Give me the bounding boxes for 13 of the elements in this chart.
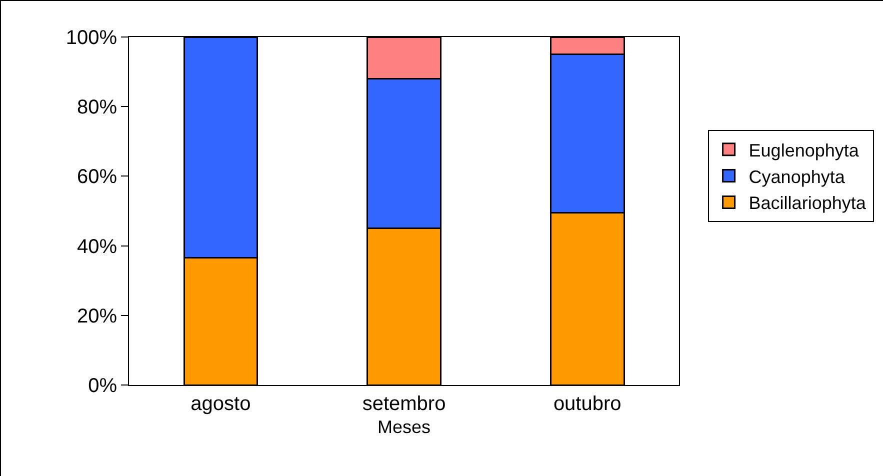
legend-label: Bacillariophyta — [748, 193, 867, 214]
y-tick-label: 40% — [76, 236, 118, 258]
y-tick-label: 0% — [88, 375, 118, 397]
x-axis-title: Meses — [378, 417, 431, 438]
legend-label: Cyanophyta — [748, 166, 846, 187]
x-tick-label: outubro — [553, 393, 622, 415]
x-tick-label: agosto — [190, 393, 251, 415]
legend-label: Euglenophyta — [748, 140, 860, 160]
y-tick-label: 20% — [76, 305, 118, 328]
x-tick-label: setembro — [362, 393, 446, 415]
y-tick-label: 80% — [76, 96, 118, 119]
y-tick-label: 100% — [66, 27, 118, 49]
y-tick-label: 60% — [76, 166, 118, 188]
